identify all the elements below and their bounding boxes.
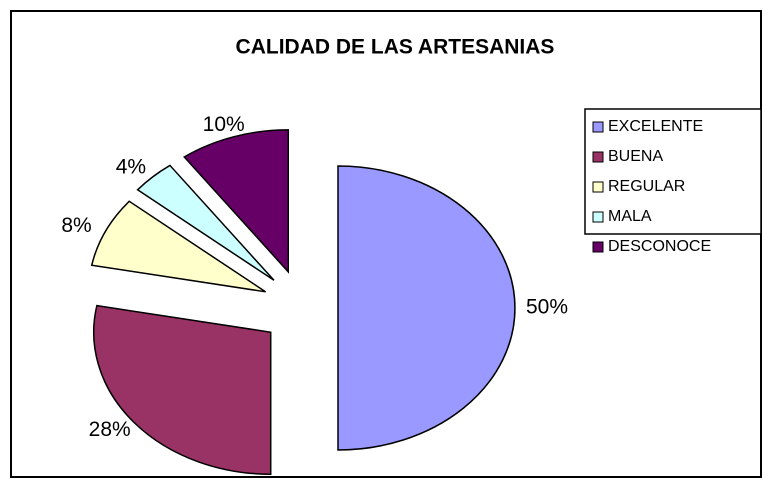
data-label: 10% — [203, 113, 245, 136]
legend-swatch — [592, 181, 604, 193]
legend-label: BUENA — [608, 148, 663, 165]
data-label: 28% — [89, 418, 131, 441]
legend-swatch — [592, 121, 604, 133]
legend-label: REGULAR — [608, 178, 685, 195]
data-label: 50% — [526, 296, 568, 319]
pie-slice — [183, 129, 290, 274]
pie-slice — [90, 200, 267, 293]
pie-slice — [136, 164, 275, 281]
data-label: 4% — [116, 156, 146, 179]
legend-swatch — [592, 241, 604, 253]
chart-title: CALIDAD DE LAS ARTESANIAS — [236, 36, 555, 59]
pie-slice — [92, 304, 272, 475]
legend-label: DESCONOCE — [608, 238, 711, 255]
legend-label: MALA — [608, 208, 652, 225]
legend-swatch — [592, 151, 604, 163]
legend — [584, 108, 762, 235]
data-label: 8% — [61, 214, 91, 237]
pie-slice — [337, 165, 516, 451]
legend-label: EXCELENTE — [608, 118, 703, 135]
legend-swatch — [592, 211, 604, 223]
